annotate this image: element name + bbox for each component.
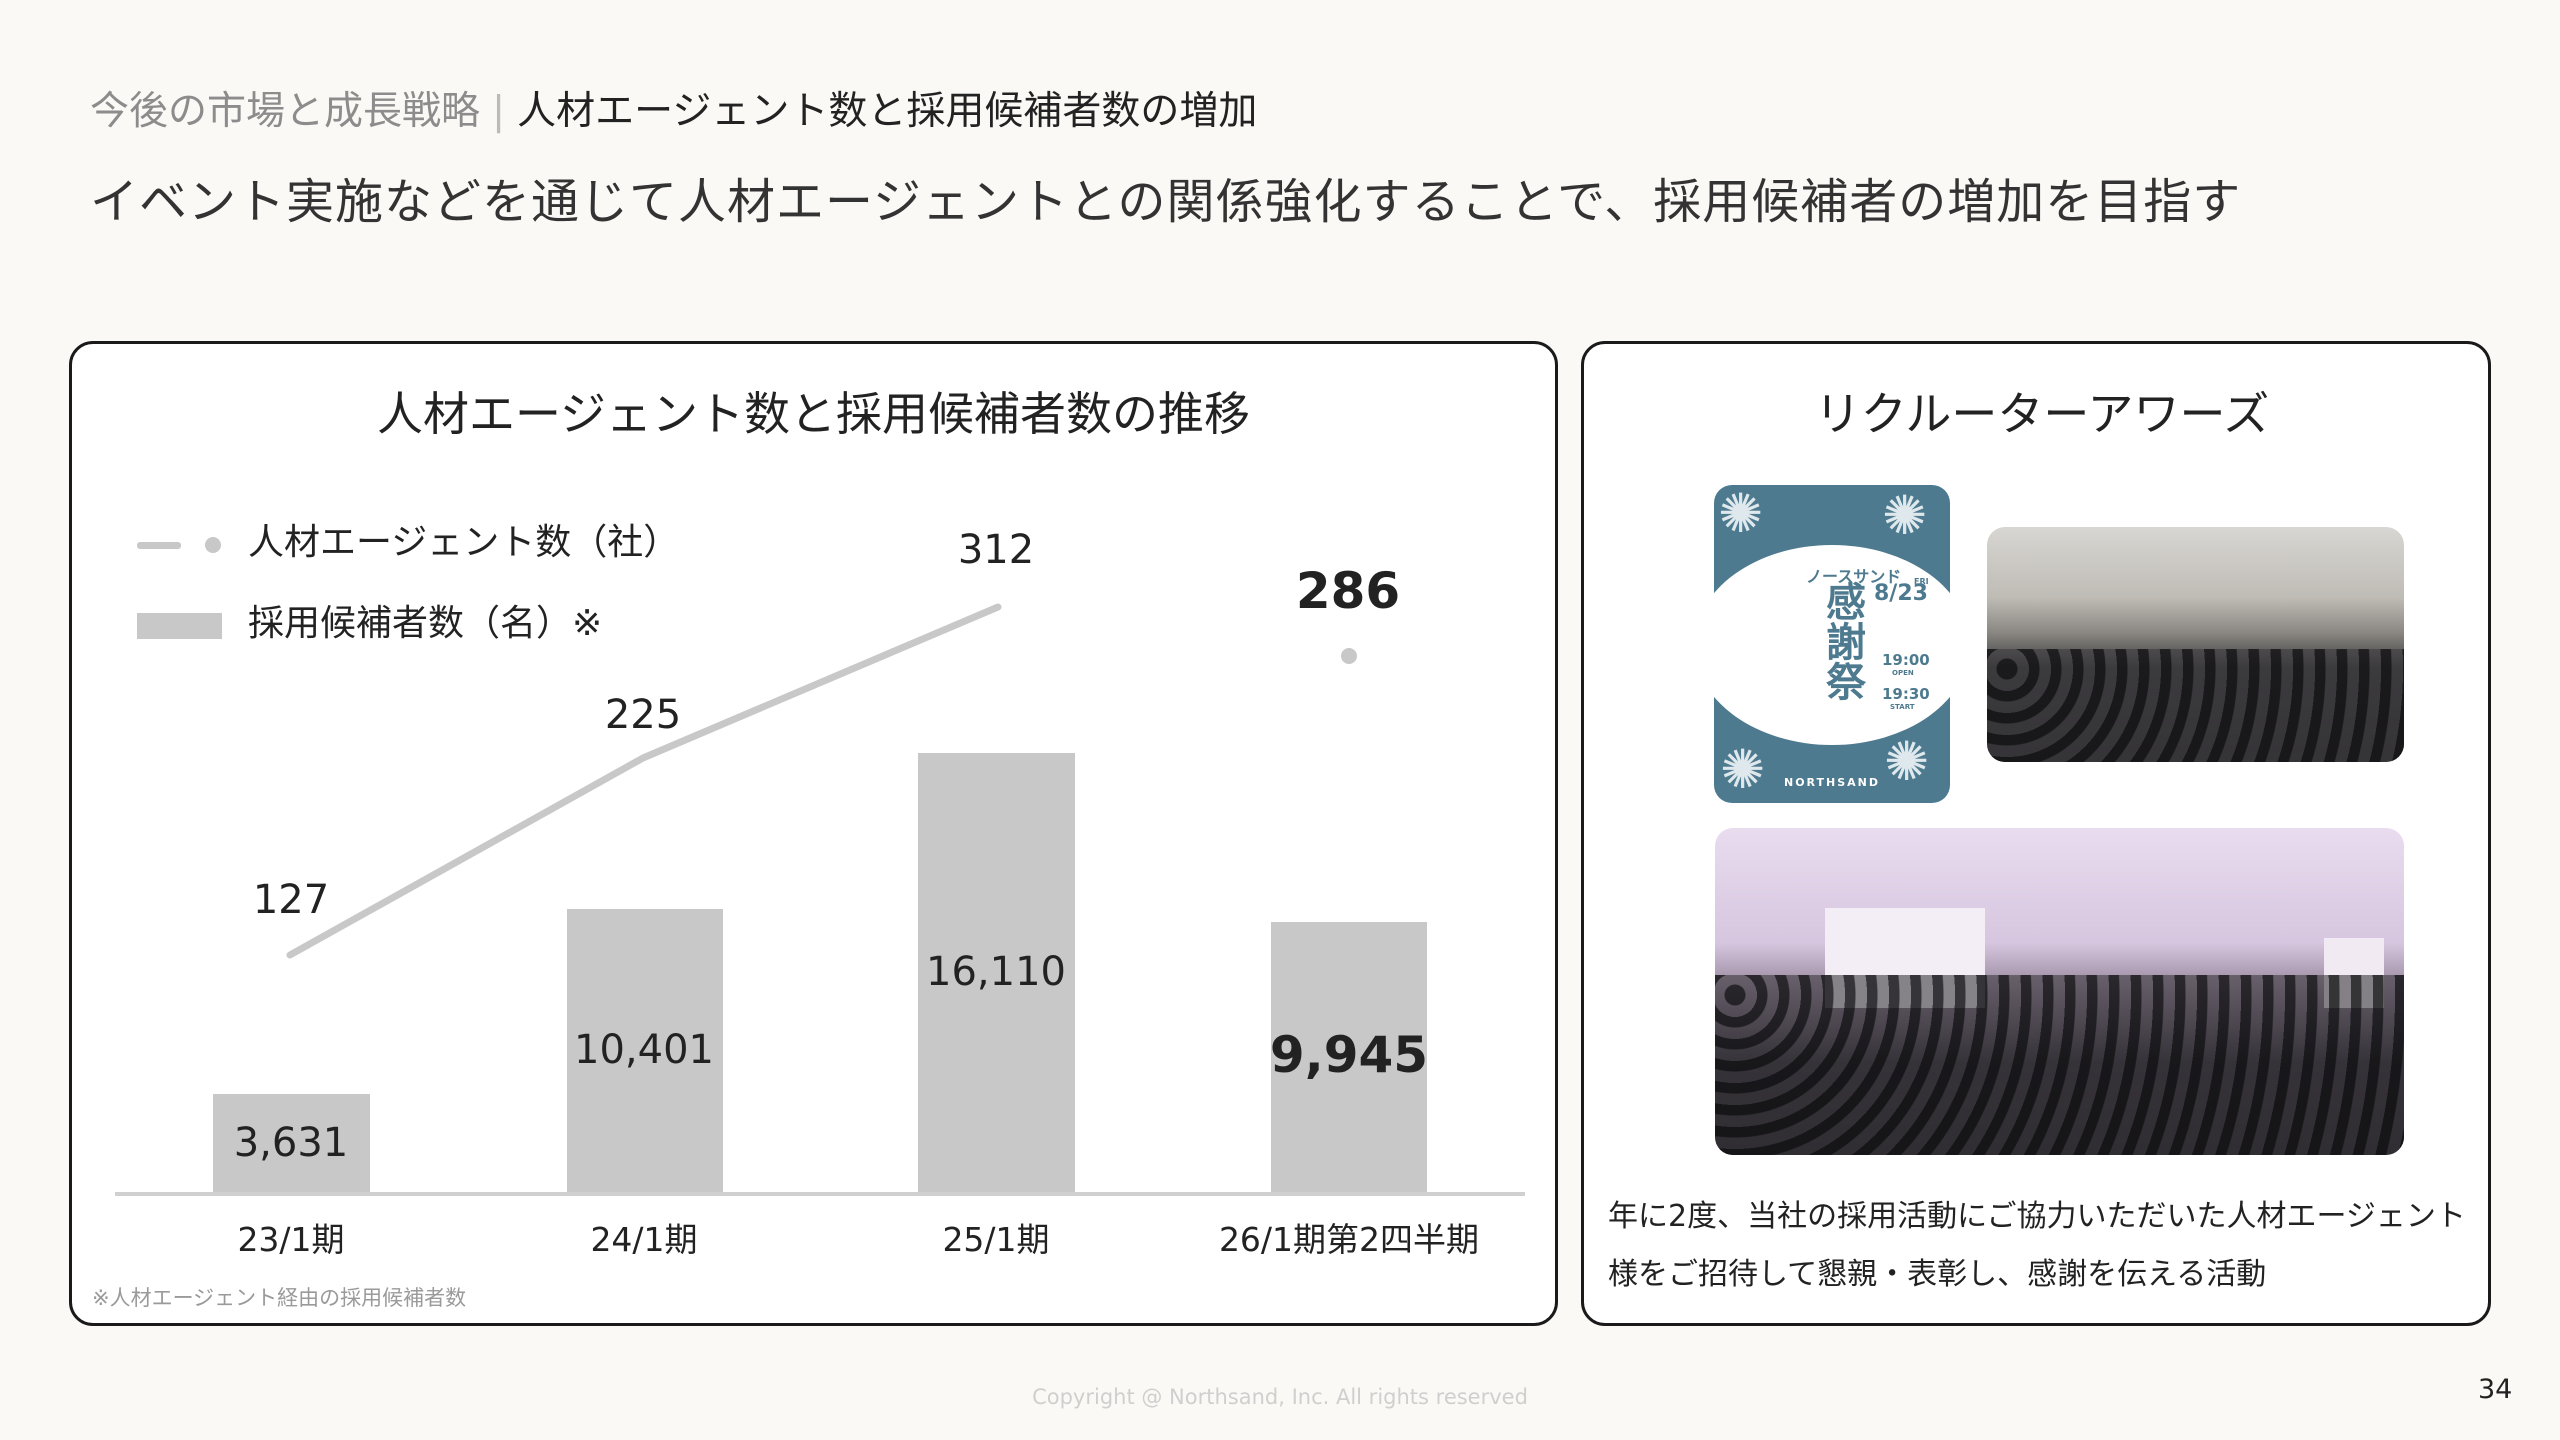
poster-day: FRI — [1914, 577, 1929, 586]
photo-crowd — [1715, 975, 2404, 1155]
breadcrumb-section: 今後の市場と成長戦略 — [90, 89, 481, 134]
firework-icon: ✺ — [1720, 738, 1766, 801]
event-photo-networking — [1987, 527, 2404, 762]
x-label-25-1: 25/1期 — [942, 1220, 1050, 1259]
legend-square-icon — [137, 613, 222, 639]
poster-start-time: 19:30 — [1882, 685, 1930, 703]
copyright: Copyright @ Northsand, Inc. All rights r… — [1032, 1385, 1528, 1409]
poster-northsand-kana: ノースサンド — [1806, 567, 1902, 586]
x-label-23-1: 23/1期 — [237, 1220, 345, 1259]
legend-dot-icon — [205, 537, 221, 553]
legend-candidates-label: 採用候補者数（名）※ — [248, 603, 603, 644]
x-axis — [115, 1192, 1525, 1196]
breadcrumb-separator: | — [492, 89, 506, 134]
agents-last-dot — [1341, 648, 1357, 664]
poster-oval — [1714, 545, 1950, 745]
agents-line — [286, 603, 1002, 959]
breadcrumb: 今後の市場と成長戦略 | 人材エージェント数と採用候補者数の増加 — [90, 84, 1257, 140]
awards-title: リクルーターアワーズ — [1814, 387, 2270, 441]
firework-icon: ✺ — [1718, 485, 1764, 545]
chart-title: 人材エージェント数と採用候補者数の推移 — [376, 387, 1251, 441]
poster-open-label: OPEN — [1892, 669, 1914, 677]
page-number: 34 — [2478, 1374, 2513, 1405]
firework-icon: ✺ — [1882, 485, 1928, 547]
event-poster-image: ✺ ✺ ✺ ✺ ノースサンド 感謝祭 8/23 FRI 19:00 OPEN 1… — [1714, 485, 1950, 803]
bar-26-1-q2 — [1271, 922, 1427, 1194]
poster-main-text: 感謝祭 — [1826, 580, 1866, 706]
poster-brand: NORTHSAND — [1783, 776, 1880, 789]
line-label-312: 312 — [957, 527, 1035, 573]
bar-label-9945: 9,945 — [1269, 1026, 1429, 1084]
bar-label-16110: 16,110 — [926, 949, 1066, 995]
legend-line-icon — [137, 542, 181, 549]
poster-open-time: 19:00 — [1882, 651, 1930, 669]
photo-crowd — [1987, 649, 2404, 762]
bar-label-10401: 10,401 — [574, 1027, 714, 1073]
event-photo-ceremony — [1715, 828, 2404, 1155]
x-label-24-1: 24/1期 — [590, 1220, 698, 1259]
page-subtitle: イベント実施などを通じて人材エージェントとの関係強化することで、採用候補者の増加… — [90, 174, 2242, 230]
breadcrumb-current: 人材エージェント数と採用候補者数の増加 — [517, 89, 1258, 134]
line-label-127: 127 — [252, 877, 330, 923]
bar-label-3631: 3,631 — [233, 1120, 349, 1166]
line-label-286: 286 — [1295, 562, 1401, 620]
awards-description: 年に2度、当社の採用活動にご協力いただいた人材エージェント様をご招待して懇親・表… — [1608, 1199, 2466, 1292]
poster-start-label: START — [1890, 703, 1915, 711]
bar-24-1 — [567, 909, 723, 1194]
line-label-225: 225 — [604, 692, 682, 738]
x-label-26-1-q2: 26/1期第2四半期 — [1218, 1220, 1480, 1259]
chart-footnote: ※人材エージェント経由の採用候補者数 — [92, 1286, 467, 1310]
firework-icon: ✺ — [1884, 730, 1930, 793]
poster-date: 8/23 — [1874, 581, 1928, 606]
bar-25-1 — [918, 753, 1075, 1194]
legend-agents-label: 人材エージェント数（社） — [248, 522, 680, 563]
bar-23-1 — [213, 1094, 370, 1194]
